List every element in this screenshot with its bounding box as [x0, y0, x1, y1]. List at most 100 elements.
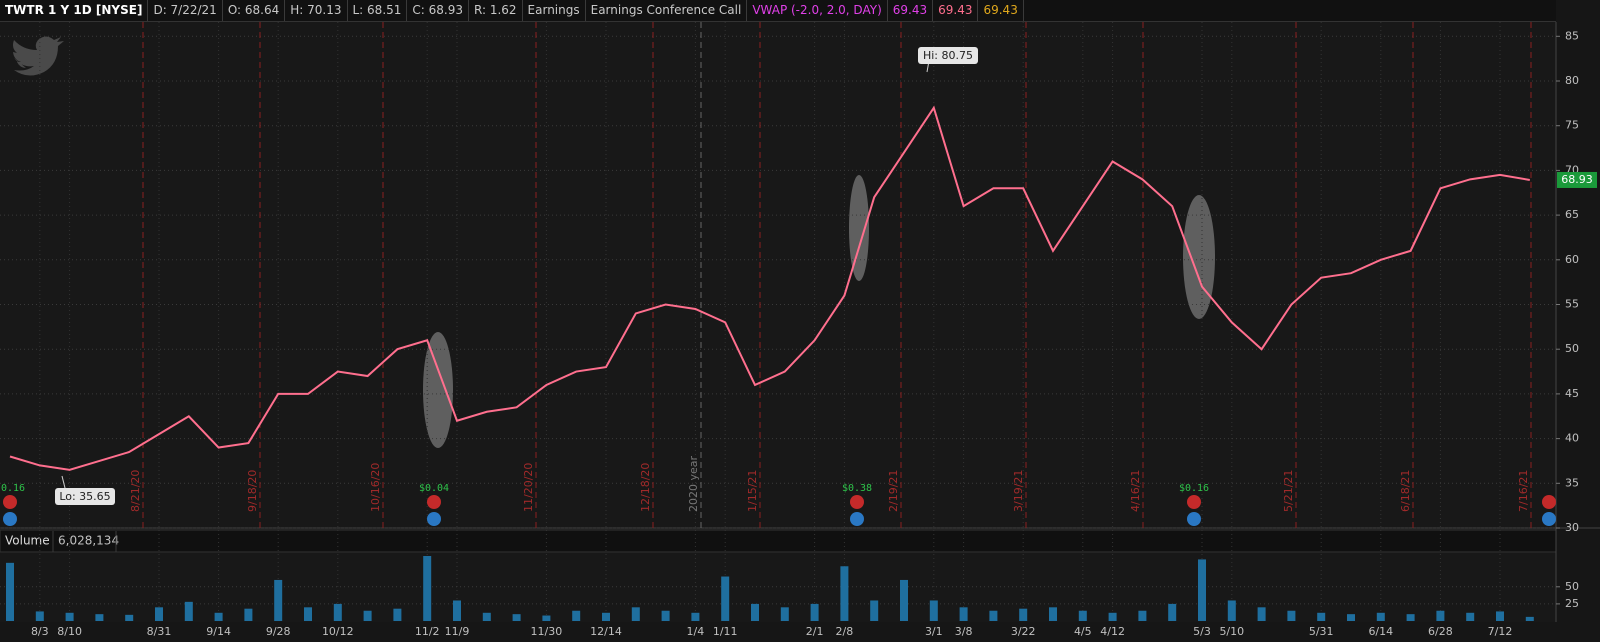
event-label: 2/19/21	[887, 470, 900, 512]
x-tick-label: 1/11	[713, 625, 738, 638]
volume-bar	[1227, 600, 1236, 621]
volume-bar	[244, 608, 253, 621]
x-tick-label: 8/3	[31, 625, 49, 638]
volume-bar	[721, 576, 730, 621]
volume-bar	[631, 607, 640, 621]
annotation: Lo: 35.65	[59, 490, 110, 503]
volume-bar	[1049, 607, 1057, 621]
x-tick-label: 5/3	[1193, 625, 1211, 638]
price-line	[9, 105, 1530, 471]
event-label: 7/16/21	[1517, 470, 1530, 512]
x-tick-label: 3/22	[1011, 625, 1036, 638]
volume-bar	[691, 612, 700, 621]
x-tick-label: 11/2	[415, 625, 440, 638]
highlight	[849, 175, 869, 281]
x-tick-label: 3/8	[955, 625, 973, 638]
volume-bar	[214, 612, 223, 621]
x-tick-label: 10/12	[322, 625, 354, 638]
volume-bar	[1078, 610, 1087, 621]
study[interactable]: Earnings	[523, 0, 586, 21]
volume-bar	[1376, 612, 1385, 621]
open: O: 68.64	[223, 0, 286, 21]
event-label: 11/20/20	[522, 463, 535, 512]
y-tick-label: 35	[1565, 476, 1579, 489]
low: L: 68.51	[348, 0, 408, 21]
volume-bar	[542, 615, 551, 621]
x-tick-label: 4/12	[1100, 625, 1125, 638]
volume-bar	[989, 610, 998, 621]
conference-icon	[1187, 512, 1201, 526]
x-tick-label: 9/28	[266, 625, 291, 638]
x-tick-label: 5/31	[1309, 625, 1334, 638]
volume-bar	[1436, 610, 1445, 621]
earnings-icon	[427, 495, 441, 509]
x-tick-label: 3/1	[925, 625, 943, 638]
volume-bar	[751, 603, 759, 621]
volume-bar	[959, 607, 968, 621]
volume-bar	[1108, 612, 1117, 621]
volume-bar	[572, 610, 581, 621]
x-tick-label: 7/12	[1488, 625, 1513, 638]
vwap-value: 69.43	[933, 0, 979, 21]
volume-panel	[0, 553, 1556, 622]
event-label: 5/21/21	[1282, 470, 1295, 512]
y-tick-label: 75	[1565, 119, 1579, 132]
volume-bar	[602, 612, 610, 621]
volume-bar	[453, 600, 461, 621]
vwap-value: 69.43	[888, 0, 934, 21]
earnings-icon	[1542, 495, 1556, 509]
high: H: 70.13	[285, 0, 348, 21]
volume-bar	[333, 603, 342, 621]
volume-bar	[1198, 559, 1206, 621]
volume-bar	[870, 600, 879, 621]
y-tick-label: 65	[1565, 208, 1579, 221]
x-tick-label: 12/14	[590, 625, 622, 638]
y-tick-label: 50	[1565, 580, 1579, 593]
event-label: 1/15/21	[746, 470, 759, 512]
vwap-value: 69.43	[978, 0, 1024, 21]
volume-bar	[1406, 614, 1415, 621]
study[interactable]: Earnings Conference Call	[586, 0, 748, 21]
x-tick-label: 1/4	[687, 625, 705, 638]
close: C: 68.93	[407, 0, 469, 21]
event-label: 3/19/21	[1012, 470, 1025, 512]
x-tick-label: 11/30	[531, 625, 563, 638]
last-price-box	[1557, 171, 1597, 188]
header-bar: TWTR 1 Y 1D [NYSE] D: 7/22/21 O: 68.64 H…	[0, 0, 1556, 22]
earnings-icon	[1187, 495, 1201, 509]
highlights	[423, 175, 1215, 448]
earnings-label: $0.04	[419, 483, 449, 494]
x-tick-label: 9/14	[206, 625, 231, 638]
event-label: 6/18/21	[1399, 470, 1412, 512]
volume-bar	[65, 612, 74, 621]
highlight	[1183, 195, 1215, 319]
volume-header	[0, 529, 1557, 553]
y-tick-label: 25	[1565, 597, 1579, 610]
volume-bar	[1287, 610, 1296, 621]
volume-bar	[840, 566, 849, 621]
event-label: 10/16/20	[369, 463, 382, 512]
date: D: 7/22/21	[148, 0, 223, 21]
conference-icon	[3, 512, 17, 526]
volume-bar	[929, 600, 938, 621]
y-tick-label: 50	[1565, 342, 1579, 355]
volume-bar	[780, 607, 789, 621]
volume-bar	[184, 601, 193, 621]
volume-bar	[125, 614, 134, 621]
price-panel	[0, 22, 1556, 528]
vwap[interactable]: VWAP (-2.0, 2.0, DAY)	[747, 0, 888, 21]
earnings-label: $0.38	[842, 483, 872, 494]
volume-bar	[1496, 611, 1504, 621]
logo	[13, 36, 64, 76]
x-tick-label: 6/28	[1428, 625, 1453, 638]
y-tick-label: 85	[1565, 29, 1579, 42]
annotation-box	[55, 488, 115, 505]
volume-bar	[810, 603, 819, 621]
volume-bar	[1317, 612, 1326, 621]
volume-bar	[423, 556, 432, 621]
x-tick-label: 11/9	[445, 625, 470, 638]
y-tick-label: 55	[1565, 298, 1579, 311]
volume-bar	[6, 562, 14, 621]
x-tick-label: 8/31	[147, 625, 172, 638]
